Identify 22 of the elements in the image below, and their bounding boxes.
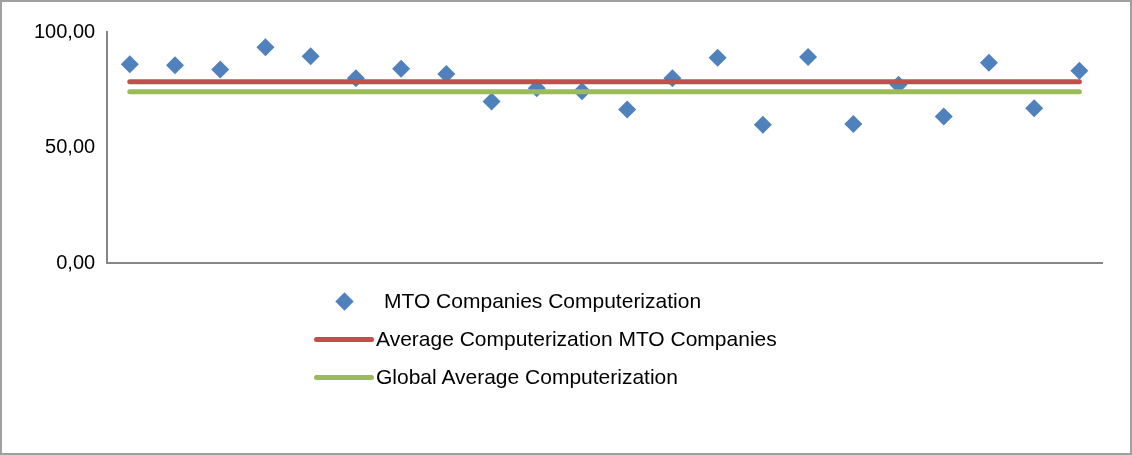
point xyxy=(708,48,727,67)
y-tick-label: 100,00 xyxy=(34,19,96,42)
point xyxy=(256,38,275,57)
y-tick-label: 0,00 xyxy=(56,250,96,273)
point xyxy=(482,92,501,111)
point xyxy=(1025,99,1044,118)
point xyxy=(301,47,320,66)
legend-label: Average Computerization MTO Companies xyxy=(376,327,777,351)
legend-label: Global Average Computerization xyxy=(376,365,678,389)
point xyxy=(753,115,772,134)
point xyxy=(1070,61,1089,80)
point xyxy=(618,100,637,119)
point xyxy=(844,114,863,133)
y-tick-label: 50,00 xyxy=(45,135,96,158)
point xyxy=(166,56,184,75)
point xyxy=(211,60,230,79)
point xyxy=(979,53,998,72)
legend-label: MTO Companies Computerization xyxy=(384,289,702,313)
point xyxy=(934,107,953,126)
point xyxy=(120,55,139,74)
point xyxy=(392,59,411,78)
point xyxy=(799,47,818,66)
